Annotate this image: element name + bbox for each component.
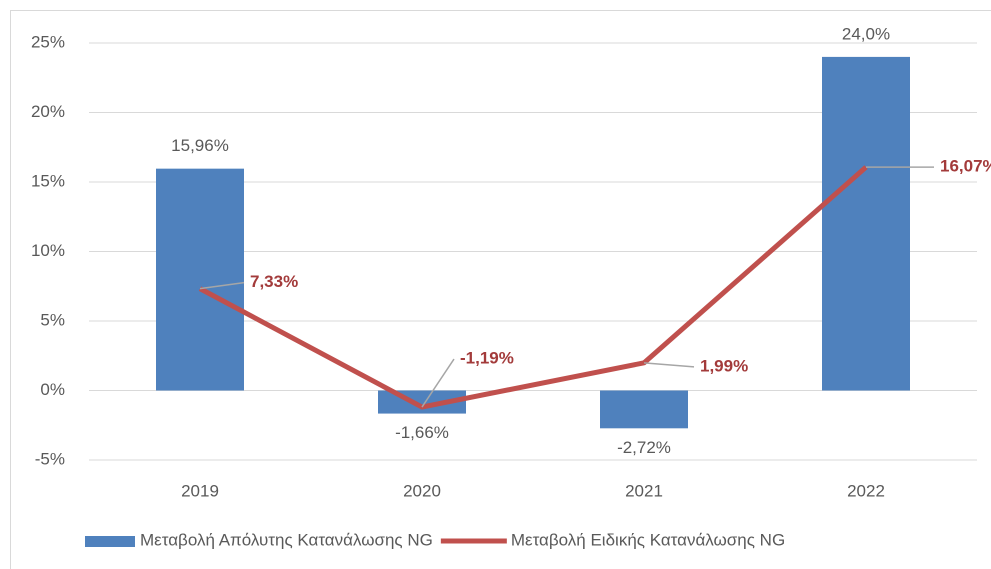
- x-tick-label: 2022: [847, 481, 885, 500]
- legend-swatch: [85, 536, 135, 547]
- leader-line: [643, 362, 695, 368]
- bar-value-label: 24,0%: [842, 24, 890, 43]
- y-tick-label: 0%: [40, 380, 65, 399]
- legend-label: Μεταβολή Ειδικής Κατανάλωσης NG: [511, 530, 785, 549]
- line-value-label: -1,19%: [460, 349, 514, 368]
- bar-value-label: -1,66%: [395, 423, 449, 442]
- legend-label: Μεταβολή Απόλυτης Κατανάλωσης NG: [140, 530, 433, 549]
- bar: [600, 390, 688, 429]
- y-tick-label: 20%: [31, 102, 65, 121]
- line-value-label: 7,33%: [250, 272, 298, 291]
- y-tick-label: -5%: [35, 449, 65, 468]
- line-series: [198, 165, 868, 410]
- y-tick-label: 15%: [31, 171, 65, 190]
- line-value-label: 16,07%: [940, 157, 991, 176]
- line-value-label: 1,99%: [700, 356, 748, 375]
- bar-value-label: 15,96%: [171, 136, 229, 155]
- x-tick-label: 2021: [625, 481, 663, 500]
- leader-line: [199, 281, 245, 290]
- y-tick-label: 25%: [31, 32, 65, 51]
- y-tick-label: 5%: [40, 310, 65, 329]
- x-tick-label: 2020: [403, 481, 441, 500]
- bar-value-label: -2,72%: [617, 438, 671, 457]
- bar: [156, 168, 244, 391]
- x-tick-label: 2019: [181, 481, 219, 500]
- bar: [822, 56, 910, 391]
- leader-line: [421, 358, 455, 408]
- chart-frame: [10, 10, 991, 569]
- y-tick-label: 10%: [31, 241, 65, 260]
